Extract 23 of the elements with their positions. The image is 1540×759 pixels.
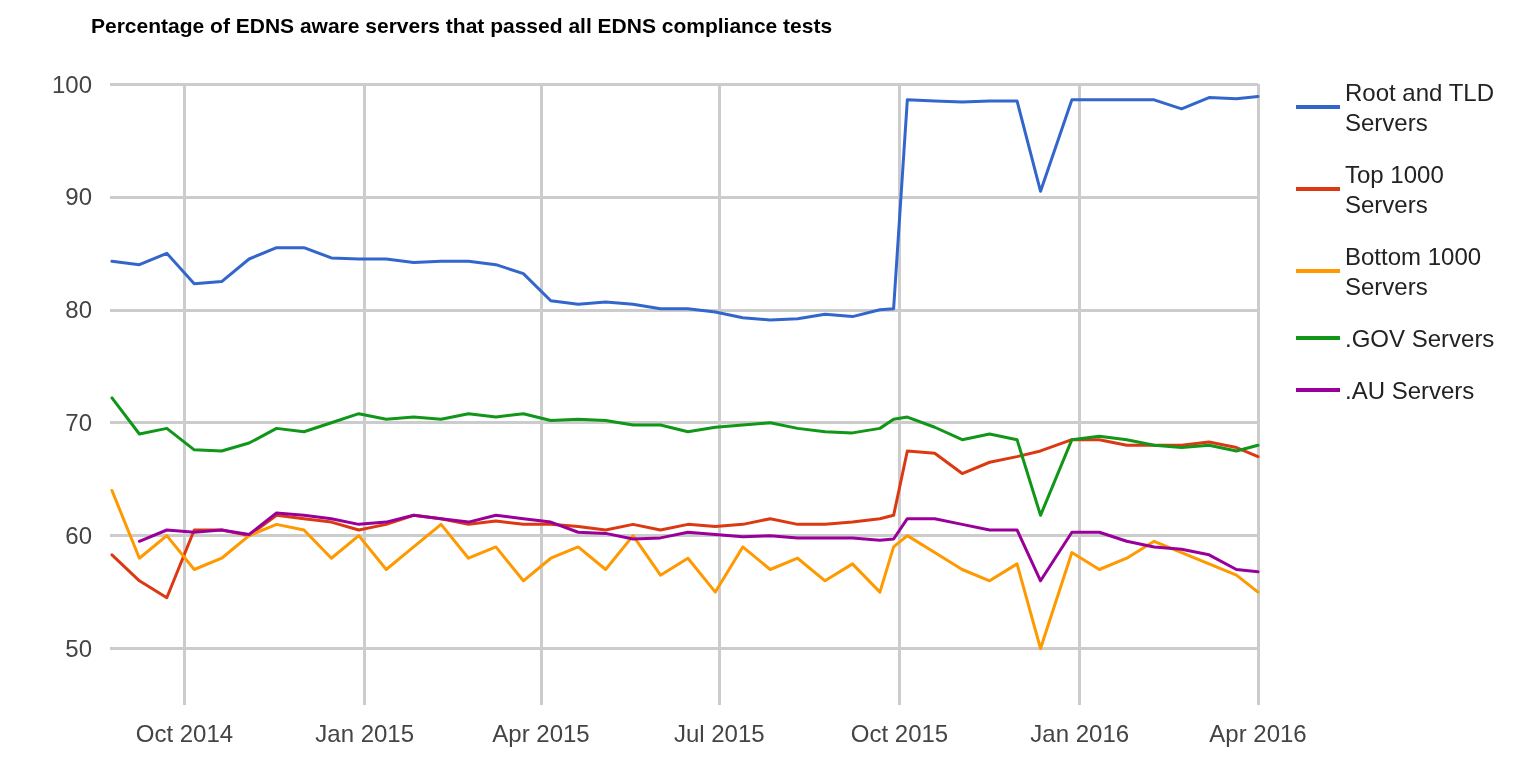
line-series	[110, 396, 1260, 517]
x-tick-label: Jan 2015	[315, 719, 415, 747]
legend-label: Top 1000 Servers	[1345, 160, 1451, 218]
x-tick-label: Apr 2016	[1209, 719, 1307, 747]
legend-label: .AU Servers	[1345, 376, 1475, 404]
legend-label: .GOV Servers	[1345, 324, 1495, 352]
line-series	[110, 94, 1260, 322]
x-tick-label: Oct 2015	[850, 719, 949, 747]
line-series	[110, 488, 1260, 651]
legend-label: Bottom 1000 Servers	[1345, 242, 1488, 300]
y-tick-label: 80	[65, 296, 92, 324]
x-tick-label: Jan 2016	[1030, 719, 1130, 747]
x-tick-label: Apr 2015	[492, 719, 590, 747]
line-series	[137, 511, 1260, 583]
y-tick-label: 90	[65, 183, 92, 211]
y-tick-label: 70	[65, 409, 92, 437]
y-tick-label: 60	[65, 522, 92, 550]
legend-label: Root and TLD Servers	[1345, 78, 1501, 136]
y-tick-label: 100	[51, 70, 92, 98]
chart-title: Percentage of EDNS aware servers that passed all EDNS compliance tests	[91, 14, 833, 37]
x-tick-label: Oct 2014	[135, 719, 234, 747]
y-tick-label: 50	[65, 635, 92, 663]
x-tick-label: Jul 2015	[673, 719, 765, 747]
